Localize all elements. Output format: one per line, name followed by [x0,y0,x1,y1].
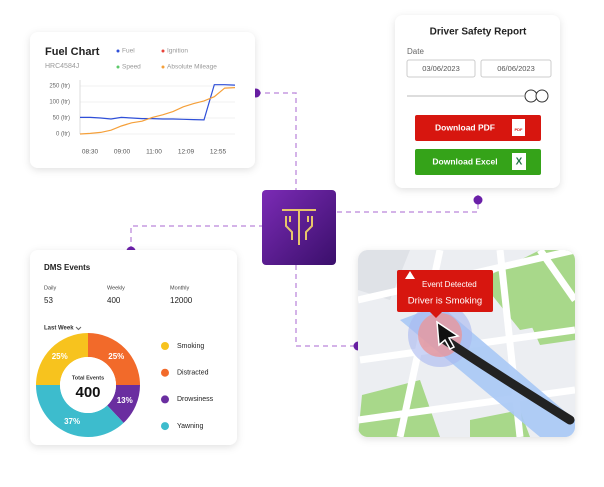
start-date-box[interactable] [406,59,476,78]
donut-label: 37% [64,417,80,426]
legend-swatch [161,342,169,350]
legend-label: Absolute Mileage [167,64,217,71]
legend-label: Smoking [177,343,204,350]
legend-label: Yawning [177,423,203,430]
report-title: Driver Safety Report [430,27,527,38]
donut-label: 25% [52,352,68,361]
report-card [395,15,560,188]
pdf-button[interactable] [415,115,541,141]
pdf-icon [512,119,525,136]
filter[interactable]: Last Week [44,326,74,332]
legend-label: Drowsiness [177,396,214,403]
donut-center-label: Total Events [72,375,104,381]
y-tick-label: 100 (ltr) [49,100,70,106]
excel-icon [512,153,526,170]
pdf-icon-label: PDF [515,127,524,132]
pdf-button-label: Download PDF [435,122,495,132]
event-pointer [430,312,442,318]
connectors [130,92,479,347]
donut-segment [36,333,88,385]
stat-value: 53 [44,296,53,305]
donut-label: 13% [117,396,133,405]
y-tick-label: 250 (ltr) [49,84,70,90]
y-tick-label: 50 (ltr) [53,116,70,122]
y-tick-label: 0 (ltr) [56,132,70,138]
dms-title: DMS Events [44,263,91,272]
legend-label: Speed [122,64,141,71]
stat-label: Weekly [107,285,125,291]
legend-swatch [161,422,169,431]
end-date-box[interactable] [480,59,552,78]
fuel-title: Fuel Chart [45,46,100,58]
logo [262,190,336,265]
map [358,250,575,437]
legend-swatch [161,395,169,404]
excel-icon-label: X [516,157,523,168]
excel-button-label: Download Excel [432,156,497,166]
excel-button[interactable] [415,149,541,175]
line-series [79,87,236,135]
slider-handle[interactable] [524,89,538,103]
legend-swatch [116,49,120,53]
legend-swatch [161,65,165,69]
start-date: 03/06/2023 [422,64,460,73]
line-series [80,84,236,121]
date-label: Date [407,47,424,56]
legend-label: Fuel [122,48,135,55]
x-tick-label: 09:00 [114,149,131,156]
donut-label: 25% [108,352,124,361]
warning-icon [405,271,415,279]
legend-swatch [161,49,165,53]
filter-chevron [75,326,82,331]
event-title: Event Detected [422,280,477,289]
legend-label: Distracted [177,370,209,377]
legend-swatch [116,65,120,69]
stat-label: Daily [44,285,56,291]
legend-label: Ignition [167,48,188,55]
donut-segment [88,333,140,385]
x-tick-label: 11:00 [146,149,162,156]
stat-label: Monthly [170,285,190,291]
x-tick-label: 12:09 [178,149,195,156]
legend-swatch [161,368,169,377]
stat-value: 12000 [170,296,193,305]
donut-total: 400 [75,384,100,401]
x-tick-label: 08:30 [82,149,99,156]
stat-value: 400 [107,296,121,305]
donut-segment [107,385,140,423]
donut-segment [36,385,124,437]
event-text: Driver is Smoking [408,296,482,307]
donut-hole [60,357,116,413]
fuel-subtitle: HRC4584J [45,63,79,70]
event-banner [397,270,493,312]
slider-handle[interactable] [535,89,549,103]
x-tick-label: 12:55 [210,149,227,156]
end-date: 06/06/2023 [497,64,535,73]
